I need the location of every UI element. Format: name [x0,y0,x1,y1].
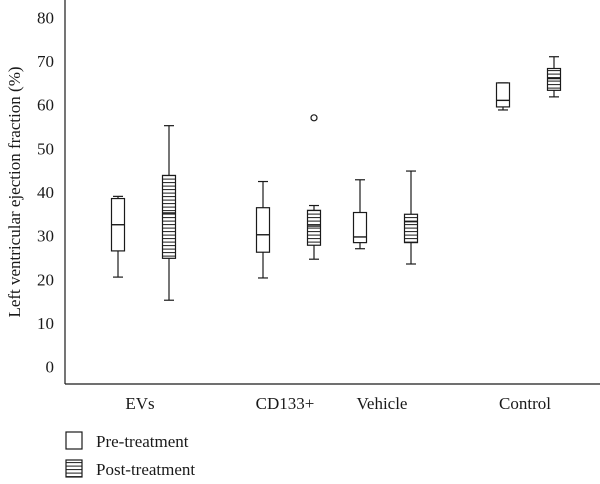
y-tick-label: 10 [37,314,54,333]
legend-swatch-post-treatment [65,459,83,478]
box-body [352,211,368,244]
y-tick-label: 50 [37,139,54,158]
legend-label-pre-treatment: Pre-treatment [96,432,189,451]
box-body [546,67,562,91]
category-label: Control [499,394,551,413]
category-labels: EVs CD133+ Vehicle Control [125,394,551,413]
y-tick-label: 40 [37,183,54,202]
category-label: EVs [125,394,154,413]
y-tick-label: 30 [37,227,54,246]
legend-swatch-pre-treatment [65,431,83,450]
y-tick-label: 0 [46,358,55,377]
box-pre [352,179,368,250]
category-label: CD133+ [256,394,315,413]
box-pre [110,195,126,278]
box-body [495,82,511,108]
box-body [255,207,271,253]
box-post [546,56,562,98]
y-tick-label: 70 [37,52,54,71]
outlier-point [310,114,318,122]
box-pre [495,82,511,111]
box-post [403,170,419,265]
legend: Pre-treatment Post-treatment [65,431,195,479]
legend-label-post-treatment: Post-treatment [96,460,195,479]
box-pre [255,180,271,279]
y-axis-ticks: 0 10 20 30 40 50 60 70 80 [37,8,54,376]
box-series-group [110,56,562,301]
y-tick-label: 60 [37,96,54,115]
category-label: Vehicle [357,394,408,413]
box-post [161,125,177,301]
box-post [306,114,322,260]
box-body [306,209,322,246]
box-body [403,213,419,244]
y-tick-label: 80 [37,8,54,27]
y-axis-label: Left ventricular ejection fraction (%) [5,66,24,317]
box-body [161,174,177,259]
y-tick-label: 20 [37,270,54,289]
